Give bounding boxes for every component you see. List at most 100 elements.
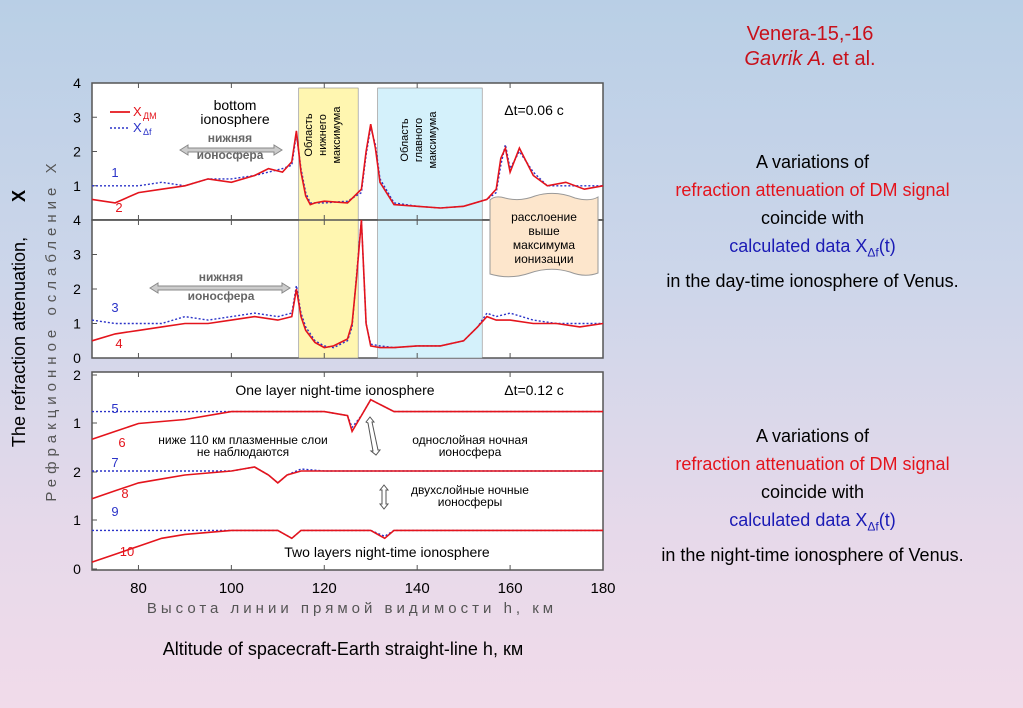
series-8-line [91, 466, 603, 500]
mid-y-tick-4: 4 [73, 212, 81, 228]
outer-ylabel-symbol: X [9, 190, 29, 202]
night-description: A variations of refraction attenuation o… [605, 422, 1020, 569]
series-7-label: 7 [111, 455, 118, 470]
top-y-tick-4: 4 [73, 75, 81, 91]
mid-y-tick-3: 3 [73, 247, 81, 263]
credit-block: Venera-15,-16 Gavrik A. et al. [700, 22, 920, 72]
day-calc-label: calculated data X [729, 236, 868, 256]
x-tick-label-140: 140 [405, 580, 430, 597]
bottom-ionosphere-label: bottom [214, 97, 257, 113]
day-description: A variations of refraction attenuation o… [605, 148, 1020, 295]
night-line-3: coincide with [760, 482, 865, 502]
day-line-2: refraction attenuation of DM signal [675, 180, 950, 200]
top-y-tick-2: 2 [73, 144, 81, 160]
main-max-region-text-0: Область [399, 118, 411, 161]
x-tick-label-180: 180 [590, 580, 615, 597]
mid-y-tick-0: 0 [73, 350, 81, 366]
series-2-line [91, 123, 604, 209]
bottom-y-tick-0: 2 [73, 367, 81, 383]
legend-xdm-label: X [133, 104, 142, 119]
stratification-text-1: выше [528, 224, 560, 238]
two-layers-ru-2: ионосферы [438, 495, 503, 509]
two-layers-en-label: Two layers night-time ionosphere [284, 544, 490, 560]
bottom-y-tick-2: 2 [73, 464, 81, 480]
legend-xdf-label: X [133, 120, 142, 135]
series-3-line [91, 219, 603, 349]
night-calc-tail: (t) [878, 510, 896, 530]
series-5-label: 5 [111, 401, 118, 416]
day-line-5: in the day-time ionosphere of Venus. [666, 270, 959, 291]
lower-ionosphere-arrow-mid [149, 282, 291, 294]
mid-y-tick-2: 2 [73, 281, 81, 297]
night-calc-label: calculated data X [729, 510, 868, 530]
night-line-2: refraction attenuation of DM signal [675, 454, 950, 474]
stratification-text-3: ионизации [514, 252, 573, 266]
one-layer-ru-1: однослойная ночная [412, 433, 527, 447]
day-calc-sub: Δf [867, 245, 879, 260]
xlabel-ru: Высота линии прямой видимости h, км [147, 600, 557, 617]
main-max-region-text-2: максимума [427, 111, 439, 169]
series-10-label: 10 [120, 544, 134, 559]
two-layers-arrow [378, 484, 390, 510]
series-4-line [91, 219, 604, 349]
x-tick-label-120: 120 [312, 580, 337, 597]
lower-max-region-text-1: нижнего [317, 114, 329, 156]
lower-max-region-band [298, 87, 359, 359]
day-line-4: calculated data XΔf(t) [605, 232, 1020, 267]
plasma-note-ru-2: не наблюдаются [197, 445, 289, 459]
credit-title: Venera-15,-16 [746, 23, 874, 45]
credit-etal: et al. [832, 48, 876, 70]
main-max-region-band [377, 87, 483, 359]
ylabel-ru: Рефракционное ослабление X [43, 158, 60, 501]
series-1-label: 1 [111, 165, 118, 180]
dt-night-label: Δt=0.12 c [504, 382, 564, 398]
day-calc-tail: (t) [878, 236, 896, 256]
one-layer-arrow [365, 416, 382, 456]
night-calc-sub: Δf [867, 519, 879, 534]
stratification-text-0: расслоение [511, 210, 577, 224]
xlabel-en: Altitude of spacecraft-Earth straight-li… [163, 639, 523, 659]
mid-y-tick-1: 1 [73, 316, 81, 332]
bottom-y-tick-4: 0 [73, 561, 81, 577]
lower-max-region-text-0: Область [303, 113, 315, 156]
series-8-label: 8 [121, 486, 128, 501]
main-max-region-text-1: главного [413, 118, 425, 162]
stratification-text-2: максимума [513, 238, 576, 252]
night-line-1: A variations of [755, 426, 870, 446]
night-line-5: in the night-time ionosphere of Venus. [661, 544, 964, 565]
series-4-label: 4 [115, 336, 122, 351]
top-y-tick-1: 1 [73, 178, 81, 194]
top-y-tick-3: 3 [73, 109, 81, 125]
day-line-1: A variations of [755, 152, 870, 172]
bottom-ionosphere-label-2: ionosphere [200, 111, 269, 127]
x-tick-label-160: 160 [498, 580, 523, 597]
x-tick-label-100: 100 [219, 580, 244, 597]
series-10-line [91, 529, 603, 563]
bottom-y-tick-3: 1 [73, 512, 81, 528]
lower-ionosphere-ru-mid-2: ионосфера [188, 289, 255, 303]
series-9-label: 9 [111, 504, 118, 519]
credit-authors: Gavrik A. et al. [700, 47, 920, 72]
bottom-y-tick-1: 1 [73, 415, 81, 431]
night-line-4: calculated data XΔf(t) [605, 506, 1020, 541]
plasma-note-ru-1: ниже 110 км плазменные слои [158, 433, 328, 447]
lower-ionosphere-ru-top: нижняя [208, 131, 252, 145]
series-2-label: 2 [115, 200, 122, 215]
day-line-3: coincide with [760, 208, 865, 228]
legend-xdm-sub: ДМ [143, 111, 157, 121]
series-6-line [91, 398, 603, 441]
stratification-box [489, 192, 599, 278]
series-6-label: 6 [118, 435, 125, 450]
one-layer-ru-2: ионосфера [439, 445, 502, 459]
legend-xdf-sub: Δf [143, 127, 152, 137]
outer-ylabel-en: The refraction attenuation, [9, 237, 29, 447]
credit-author: Gavrik [744, 48, 803, 70]
lower-ionosphere-ru-mid: нижняя [199, 270, 243, 284]
lower-max-region-text-2: максимума [331, 106, 343, 164]
lower-ionosphere-arrow-top [179, 144, 283, 156]
credit-initial: A. [807, 48, 827, 70]
series-3-label: 3 [111, 300, 118, 315]
two-layers-ru-1: двухслойные ночные [411, 483, 529, 497]
